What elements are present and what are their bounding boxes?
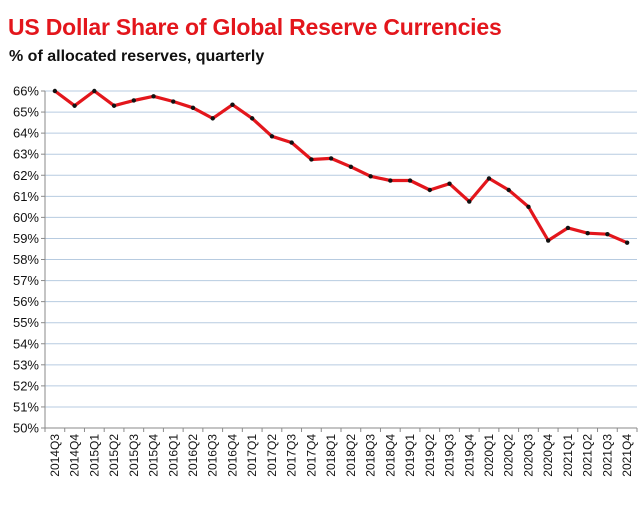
x-tick-label: 2017Q3 <box>285 434 299 477</box>
data-point <box>624 240 630 245</box>
data-point <box>565 225 571 231</box>
data-point <box>368 174 373 179</box>
y-tick-label: 63% <box>13 147 39 162</box>
x-tick-label: 2018Q1 <box>324 434 338 477</box>
data-point <box>92 88 97 94</box>
x-tick-label: 2014Q3 <box>48 434 62 477</box>
y-tick-label: 52% <box>13 378 39 393</box>
chart-subtitle: % of allocated reserves, quarterly <box>9 48 265 65</box>
data-point <box>309 157 314 162</box>
data-point <box>427 187 432 193</box>
data-point <box>289 140 294 145</box>
data-point <box>447 181 452 186</box>
data-point <box>230 102 235 107</box>
data-point <box>585 230 590 236</box>
x-tick-label: 2021Q1 <box>561 434 575 477</box>
x-tick-label: 2018Q2 <box>344 434 358 477</box>
x-tick-label: 2016Q4 <box>225 434 239 477</box>
data-point <box>388 178 393 183</box>
x-tick-label: 2019Q1 <box>403 434 417 477</box>
x-tick-label: 2018Q4 <box>383 434 397 477</box>
x-tick-label: 2016Q2 <box>186 434 200 477</box>
y-tick-label: 62% <box>13 168 39 183</box>
y-tick-label: 66% <box>13 84 39 99</box>
data-point <box>250 116 255 121</box>
chart-title: US Dollar Share of Global Reserve Curren… <box>8 14 502 40</box>
data-point <box>467 199 472 204</box>
data-point <box>506 187 511 193</box>
data-point <box>348 164 354 170</box>
data-point <box>111 103 117 108</box>
x-tick-label: 2017Q4 <box>304 434 318 477</box>
x-tick-label: 2020Q2 <box>502 434 516 477</box>
y-tick-label: 60% <box>13 210 39 225</box>
data-point <box>526 204 531 210</box>
gridlines <box>41 90 638 432</box>
x-tick-label: 2016Q1 <box>166 434 180 477</box>
x-tick-label: 2017Q1 <box>245 434 259 477</box>
data-point <box>171 99 176 104</box>
x-tick-label: 2020Q4 <box>541 434 555 477</box>
data-point <box>131 98 136 103</box>
data-point <box>72 103 77 108</box>
y-tick-label: 64% <box>13 126 39 141</box>
data-point <box>52 88 58 94</box>
x-tick-label: 2021Q2 <box>581 434 595 477</box>
y-tick-label: 57% <box>13 273 39 288</box>
y-tick-label: 56% <box>13 294 39 309</box>
x-tick-label: 2019Q3 <box>443 434 457 477</box>
x-tick-label: 2020Q1 <box>482 434 496 477</box>
data-point <box>210 116 215 121</box>
y-tick-label: 50% <box>13 421 39 436</box>
data-point <box>328 156 334 161</box>
series-dollar-share <box>52 88 630 245</box>
y-tick-label: 54% <box>13 336 39 351</box>
x-tick-label: 2021Q4 <box>620 434 634 477</box>
x-tick-label: 2020Q3 <box>521 434 535 477</box>
y-tick-label: 59% <box>13 231 39 246</box>
y-tick-label: 65% <box>13 105 39 120</box>
x-tick-label: 2014Q4 <box>68 434 82 477</box>
x-tick-label: 2017Q2 <box>265 434 279 477</box>
data-point <box>269 134 275 139</box>
y-tick-label: 51% <box>13 399 39 414</box>
data-point <box>605 232 610 237</box>
y-axis-ticks: 50% 51% 52% 53% 54% 55% 56% 57% 58% 59% 60% 61% 62% 6… <box>13 84 39 436</box>
y-tick-label: 58% <box>13 252 39 267</box>
data-point <box>486 176 492 181</box>
x-tick-label: 2016Q3 <box>206 434 220 477</box>
x-tick-label: 2019Q4 <box>462 434 476 477</box>
data-point <box>407 178 413 183</box>
data-point <box>546 238 551 243</box>
data-point <box>151 94 156 99</box>
x-tick-label: 2021Q3 <box>600 434 614 477</box>
x-tick-label: 2015Q2 <box>107 434 121 477</box>
x-tick-label: 2015Q4 <box>147 434 161 477</box>
x-tick-label: 2019Q2 <box>423 434 437 477</box>
x-tick-label: 2015Q1 <box>87 434 101 477</box>
data-point <box>190 105 196 111</box>
y-tick-label: 61% <box>13 189 39 204</box>
y-tick-label: 53% <box>13 357 39 372</box>
x-axis-ticks: 2014Q3 2014Q4 2015Q1 2015Q2 2015Q3 2015Q4 2016… <box>48 434 634 477</box>
x-tick-label: 2015Q3 <box>127 434 141 477</box>
series-line <box>53 89 629 245</box>
y-tick-label: 55% <box>13 315 39 330</box>
x-tick-label: 2018Q3 <box>364 434 378 477</box>
